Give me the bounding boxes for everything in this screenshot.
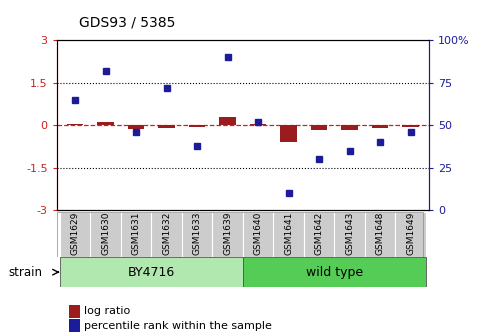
Text: percentile rank within the sample: percentile rank within the sample — [84, 321, 272, 331]
Text: GSM1639: GSM1639 — [223, 212, 232, 255]
Bar — [311, 125, 327, 130]
Bar — [128, 125, 144, 129]
Bar — [97, 122, 114, 125]
Text: GSM1633: GSM1633 — [193, 212, 202, 255]
Bar — [372, 125, 388, 128]
Bar — [158, 125, 175, 128]
Text: log ratio: log ratio — [84, 306, 130, 316]
Text: GDS93 / 5385: GDS93 / 5385 — [79, 15, 175, 29]
Bar — [219, 117, 236, 125]
Bar — [341, 125, 358, 130]
Text: wild type: wild type — [306, 266, 363, 279]
Text: GSM1631: GSM1631 — [132, 212, 141, 255]
Bar — [189, 125, 206, 127]
Text: GSM1649: GSM1649 — [406, 212, 415, 255]
Bar — [151, 212, 182, 257]
Bar — [280, 125, 297, 142]
Bar — [273, 212, 304, 257]
Text: GSM1629: GSM1629 — [70, 212, 79, 255]
Bar — [402, 125, 419, 127]
Text: strain: strain — [9, 266, 43, 279]
Bar — [243, 257, 426, 287]
Bar — [90, 212, 121, 257]
Bar — [60, 212, 90, 257]
Text: GSM1648: GSM1648 — [376, 212, 385, 255]
Bar — [243, 212, 273, 257]
Bar — [365, 212, 395, 257]
Text: GSM1641: GSM1641 — [284, 212, 293, 255]
Text: GSM1630: GSM1630 — [101, 212, 110, 255]
Text: GSM1632: GSM1632 — [162, 212, 171, 255]
Bar — [121, 212, 151, 257]
Bar — [395, 212, 426, 257]
Bar — [249, 124, 266, 125]
Bar — [212, 212, 243, 257]
Bar — [67, 124, 83, 125]
Text: GSM1643: GSM1643 — [345, 212, 354, 255]
Text: BY4716: BY4716 — [128, 266, 175, 279]
Bar — [304, 212, 334, 257]
Bar — [60, 257, 243, 287]
Text: GSM1640: GSM1640 — [253, 212, 263, 255]
Bar — [334, 212, 365, 257]
Bar — [182, 212, 212, 257]
Text: GSM1642: GSM1642 — [315, 212, 323, 255]
